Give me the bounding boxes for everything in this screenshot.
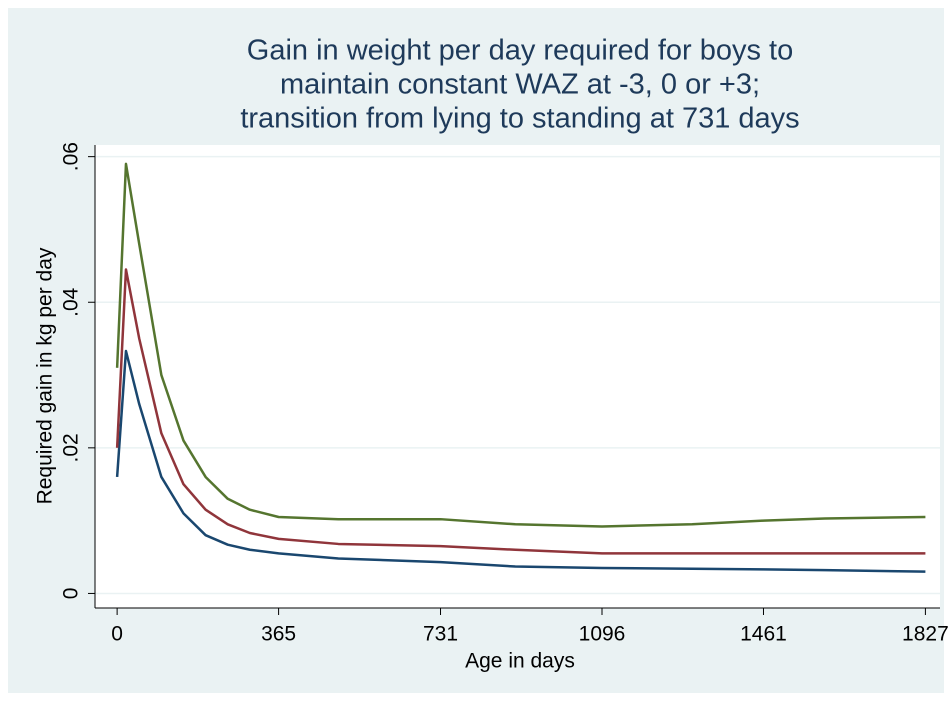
x-tick-label: 1827 (902, 623, 949, 646)
x-axis-label: Age in days (465, 650, 575, 673)
chart-title: Gain in weight per day required for boys… (247, 35, 793, 67)
x-tick-label: 0 (111, 623, 123, 646)
y-axis-label: Required gain in kg per day (34, 247, 57, 504)
x-tick-label: 1461 (740, 623, 787, 646)
series-line (115, 268, 926, 555)
plot-area (95, 145, 940, 608)
x-tick-label: 365 (261, 623, 296, 646)
y-tick-label: .06 (60, 142, 83, 171)
y-tick-label: .04 (60, 287, 83, 317)
x-tick-label: 1096 (579, 623, 626, 646)
x-tick-label: 731 (423, 623, 458, 646)
series-line (115, 349, 926, 573)
series-line (115, 162, 926, 528)
chart-title: transition from lying to standing at 731… (240, 103, 799, 135)
y-tick-label: 0 (60, 588, 83, 600)
chart-title: maintain constant WAZ at -3, 0 or +3; (280, 69, 760, 101)
y-tick-label: .02 (60, 433, 83, 462)
